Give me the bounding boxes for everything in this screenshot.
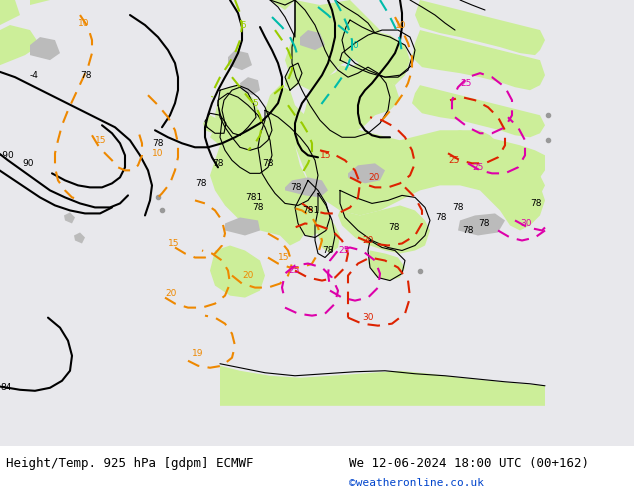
- Text: 25: 25: [472, 163, 483, 172]
- Polygon shape: [64, 213, 75, 223]
- Text: 78: 78: [435, 213, 446, 222]
- Text: 781: 781: [245, 193, 262, 202]
- Polygon shape: [0, 0, 634, 446]
- Polygon shape: [30, 0, 50, 5]
- Text: 25: 25: [460, 79, 471, 88]
- Text: -90: -90: [0, 151, 15, 160]
- Text: ©weatheronline.co.uk: ©weatheronline.co.uk: [349, 478, 484, 488]
- Text: 15: 15: [278, 253, 290, 262]
- Polygon shape: [342, 25, 410, 85]
- Text: 78: 78: [462, 226, 474, 235]
- Text: 78: 78: [152, 139, 164, 148]
- Polygon shape: [285, 185, 330, 236]
- Text: 19: 19: [192, 349, 204, 358]
- Polygon shape: [292, 191, 328, 238]
- Polygon shape: [385, 140, 545, 210]
- Polygon shape: [220, 85, 260, 135]
- Text: 10: 10: [395, 21, 406, 29]
- Text: 5: 5: [240, 21, 246, 29]
- Polygon shape: [333, 65, 400, 115]
- Polygon shape: [285, 70, 302, 90]
- Polygon shape: [295, 60, 390, 150]
- Text: 25: 25: [338, 246, 349, 255]
- Polygon shape: [210, 245, 265, 297]
- Polygon shape: [225, 218, 260, 236]
- Text: 78: 78: [290, 183, 302, 192]
- Text: 20: 20: [368, 173, 379, 182]
- Text: 78: 78: [252, 203, 264, 212]
- Polygon shape: [415, 0, 545, 55]
- Polygon shape: [285, 177, 328, 197]
- Polygon shape: [30, 37, 60, 60]
- Text: 78: 78: [530, 199, 541, 208]
- Text: 10: 10: [152, 149, 164, 158]
- Text: We 12-06-2024 18:00 UTC (00+162): We 12-06-2024 18:00 UTC (00+162): [349, 457, 589, 469]
- Text: 20: 20: [362, 236, 373, 245]
- Text: 10: 10: [78, 19, 89, 27]
- Text: 78: 78: [478, 219, 489, 228]
- Text: 15: 15: [95, 136, 107, 145]
- Text: 0: 0: [352, 41, 358, 49]
- Polygon shape: [412, 30, 545, 90]
- Polygon shape: [0, 0, 20, 25]
- Polygon shape: [300, 30, 325, 50]
- Text: 25: 25: [448, 156, 460, 165]
- Text: Height/Temp. 925 hPa [gdpm] ECMWF: Height/Temp. 925 hPa [gdpm] ECMWF: [6, 457, 254, 469]
- Polygon shape: [74, 232, 85, 244]
- Polygon shape: [210, 85, 315, 245]
- Text: 5: 5: [252, 98, 258, 108]
- Text: 30: 30: [520, 219, 531, 228]
- Text: 78: 78: [388, 223, 399, 232]
- Polygon shape: [265, 85, 545, 230]
- Text: 781: 781: [302, 206, 320, 215]
- Text: 15: 15: [320, 151, 332, 160]
- Polygon shape: [348, 163, 385, 183]
- Polygon shape: [368, 250, 405, 281]
- Polygon shape: [228, 50, 252, 70]
- Text: 78: 78: [322, 246, 333, 255]
- Text: 25: 25: [288, 266, 299, 275]
- Polygon shape: [210, 125, 232, 146]
- Polygon shape: [240, 77, 260, 95]
- Polygon shape: [285, 0, 380, 90]
- Text: 90: 90: [22, 159, 34, 168]
- Text: 30: 30: [362, 313, 373, 322]
- Text: 20: 20: [242, 271, 254, 280]
- Polygon shape: [220, 366, 545, 406]
- Text: 78: 78: [80, 71, 91, 80]
- Text: 78: 78: [195, 179, 207, 188]
- Polygon shape: [0, 25, 40, 65]
- Polygon shape: [338, 205, 430, 253]
- Text: 15: 15: [168, 239, 179, 248]
- Text: 78: 78: [262, 159, 273, 168]
- Polygon shape: [412, 85, 545, 137]
- Polygon shape: [315, 200, 340, 253]
- Text: 78: 78: [452, 203, 463, 212]
- Polygon shape: [270, 0, 295, 10]
- Text: -4: -4: [30, 71, 39, 80]
- Text: 78: 78: [212, 159, 224, 168]
- Text: 84: 84: [0, 383, 11, 392]
- Polygon shape: [458, 214, 505, 236]
- Text: 20: 20: [165, 289, 176, 298]
- Polygon shape: [400, 130, 545, 177]
- Polygon shape: [203, 115, 220, 135]
